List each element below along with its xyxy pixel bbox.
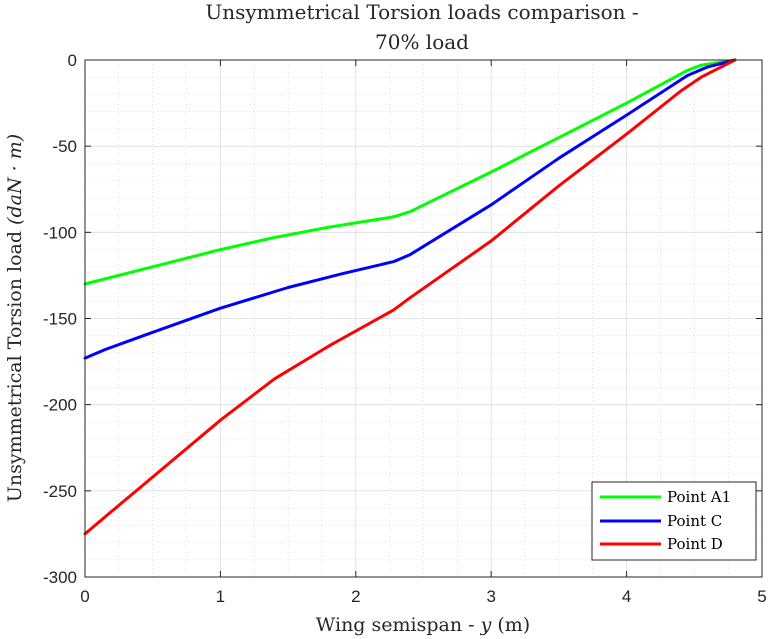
legend: Point A1 Point C Point D <box>591 481 757 561</box>
series-lines <box>83 58 737 536</box>
y-axis-label: Unsymmetrical Torsion load (daN · m) <box>4 134 26 502</box>
series-line-1 <box>83 58 737 286</box>
legend-label-1: Point A1 <box>667 488 731 506</box>
series-line-2 <box>83 58 737 360</box>
y-axis-ticks: -300 -250 -200 -150 -100 -50 0 <box>43 51 762 587</box>
x-tick-label: 0 <box>80 587 89 606</box>
legend-entries: Point A1 Point C Point D <box>600 488 731 553</box>
y-tick-label: -100 <box>43 223 77 242</box>
chart-title-line2: 70% load <box>375 30 469 54</box>
legend-label-2: Point C <box>667 512 722 530</box>
y-tick-label: -50 <box>52 137 77 156</box>
chart-title-line1: Unsymmetrical Torsion loads comparison - <box>205 0 638 24</box>
x-axis-label: Wing semispan - y (m) <box>316 614 530 636</box>
y-tick-label: -300 <box>43 568 77 587</box>
x-tick-label: 2 <box>351 587 360 606</box>
y-tick-label: -200 <box>43 396 77 415</box>
x-tick-label: 5 <box>757 587 766 606</box>
y-tick-label: -250 <box>43 482 77 501</box>
x-tick-label: 3 <box>486 587 495 606</box>
series-line-3 <box>83 58 737 536</box>
y-tick-label: -150 <box>43 310 77 329</box>
x-tick-label: 4 <box>622 587 631 606</box>
legend-label-3: Point D <box>667 535 723 553</box>
x-tick-label: 1 <box>216 587 225 606</box>
y-tick-label: 0 <box>68 51 77 70</box>
x-axis-ticks: 0 1 2 3 4 5 <box>80 60 767 606</box>
